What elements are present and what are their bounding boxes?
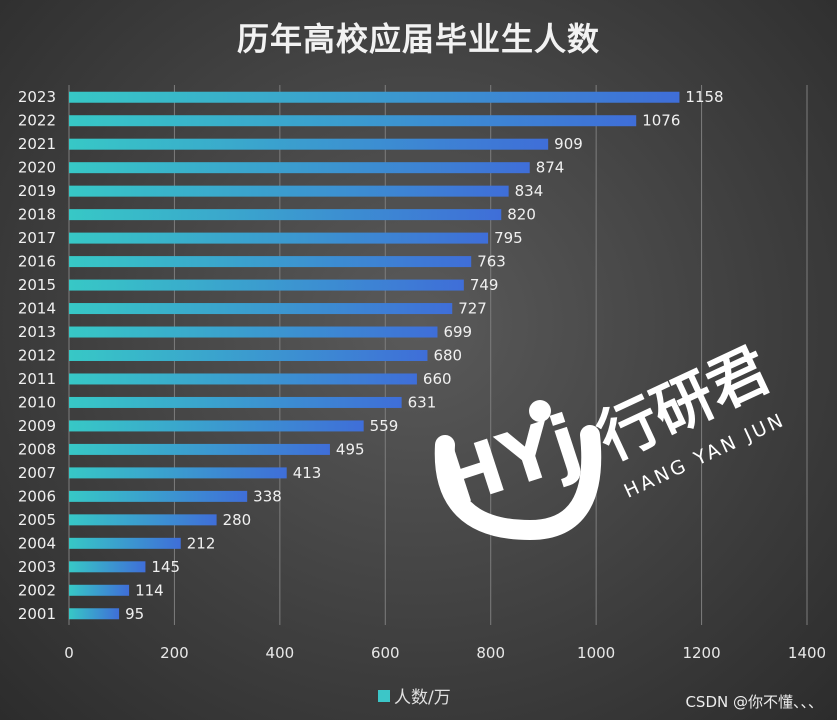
data-label-2012: 680 <box>433 347 462 365</box>
data-label-2011: 660 <box>423 370 452 388</box>
data-label-2017: 795 <box>494 229 523 247</box>
logo-mark: HYj <box>430 399 591 524</box>
bar-2009 <box>69 420 364 432</box>
y-tick-label: 2003 <box>18 558 56 576</box>
data-label-2002: 114 <box>135 581 164 599</box>
bar-2020 <box>69 162 530 174</box>
legend-label: 人数/万 <box>394 688 451 708</box>
y-tick-label: 2019 <box>18 182 56 200</box>
bar-2008 <box>69 443 330 455</box>
bar-2015 <box>69 279 464 291</box>
data-label-2018: 820 <box>507 206 536 224</box>
bar-2004 <box>69 537 181 549</box>
bar-2016 <box>69 256 472 268</box>
bar-2011 <box>69 373 417 385</box>
bar-2001 <box>69 608 120 620</box>
data-label-2001: 95 <box>125 605 144 623</box>
data-label-2009: 559 <box>370 417 399 435</box>
y-tick-label: 2008 <box>18 440 56 458</box>
legend-swatch <box>378 689 390 702</box>
bar-2018 <box>69 209 502 221</box>
y-tick-label: 2004 <box>18 534 56 552</box>
data-label-2015: 749 <box>470 276 499 294</box>
y-tick-label: 2016 <box>18 253 56 271</box>
bar-2023 <box>69 91 680 103</box>
hyj-logo: HYj 行研君 HANG YAN JUN <box>430 335 789 541</box>
data-label-2022: 1076 <box>642 112 680 130</box>
chart-title: 历年高校应届毕业生人数 <box>236 20 600 58</box>
y-tick-label: 2021 <box>18 135 56 153</box>
bar-2002 <box>69 584 130 596</box>
data-label-2023: 1158 <box>685 88 723 106</box>
bar-2014 <box>69 303 453 315</box>
bar-2019 <box>69 185 509 197</box>
x-tick-label: 1400 <box>788 644 826 662</box>
data-label-2014: 727 <box>458 300 487 318</box>
x-tick-label: 1200 <box>682 644 720 662</box>
bar-2017 <box>69 232 489 244</box>
logo-mark-icon: HYj <box>430 399 602 541</box>
y-tick-label: 2011 <box>18 370 56 388</box>
y-tick-label: 2012 <box>18 347 56 365</box>
bar-2007 <box>69 467 287 479</box>
bar-2022 <box>69 115 637 127</box>
y-tick-label: 2007 <box>18 464 56 482</box>
y-tick-label: 2010 <box>18 393 56 411</box>
y-tick-label: 2020 <box>18 159 56 177</box>
bar-2012 <box>69 350 428 361</box>
y-tick-label: 2018 <box>18 206 56 224</box>
y-tick-label: 2006 <box>18 487 56 505</box>
x-tick-label: 800 <box>476 644 505 662</box>
bar-2021 <box>69 138 549 150</box>
data-label-2004: 212 <box>187 534 216 552</box>
x-tick-label: 600 <box>371 644 400 662</box>
x-tick-label: 200 <box>160 644 189 662</box>
legend: 人数/万 <box>378 683 451 708</box>
data-label-2016: 763 <box>477 253 506 271</box>
data-label-2007: 413 <box>293 464 322 482</box>
x-tick-label: 1000 <box>577 644 615 662</box>
data-label-2006: 338 <box>253 487 282 505</box>
y-tick-label: 2001 <box>18 605 56 623</box>
axis: 0 200 400 600 800 1000 1200 1400 2023 2022 2021 202… <box>18 88 826 662</box>
data-label-2019: 834 <box>515 182 544 200</box>
bar-2005 <box>69 514 217 526</box>
y-tick-label: 2017 <box>18 229 56 247</box>
data-label-2013: 699 <box>443 323 472 341</box>
bar-2013 <box>69 326 438 338</box>
y-tick-label: 2013 <box>18 323 56 341</box>
data-label-2021: 909 <box>554 135 583 153</box>
csdn-watermark: CSDN @你不懂、、、 <box>685 693 823 711</box>
data-label-2008: 495 <box>336 440 365 458</box>
data-label-2020: 874 <box>536 159 565 177</box>
data-label-2003: 145 <box>151 558 180 576</box>
bar-2010 <box>69 396 402 408</box>
data-label-2010: 631 <box>408 393 437 411</box>
y-tick-label: 2009 <box>18 417 56 435</box>
y-tick-label: 2022 <box>18 112 56 130</box>
bar-2003 <box>69 561 146 573</box>
x-tick-label: 400 <box>266 644 295 662</box>
bars-group: 1158 1076 909 874 834 820 795 763 749 727 699 680 66… <box>69 88 724 623</box>
y-tick-label: 2023 <box>18 88 56 106</box>
x-tick-label: 0 <box>64 644 74 662</box>
bar-2006 <box>69 490 248 502</box>
y-tick-label: 2002 <box>18 581 56 599</box>
y-tick-label: 2015 <box>18 276 56 294</box>
data-label-2005: 280 <box>223 511 252 529</box>
y-tick-label: 2014 <box>18 300 56 318</box>
y-tick-label: 2005 <box>18 511 56 529</box>
